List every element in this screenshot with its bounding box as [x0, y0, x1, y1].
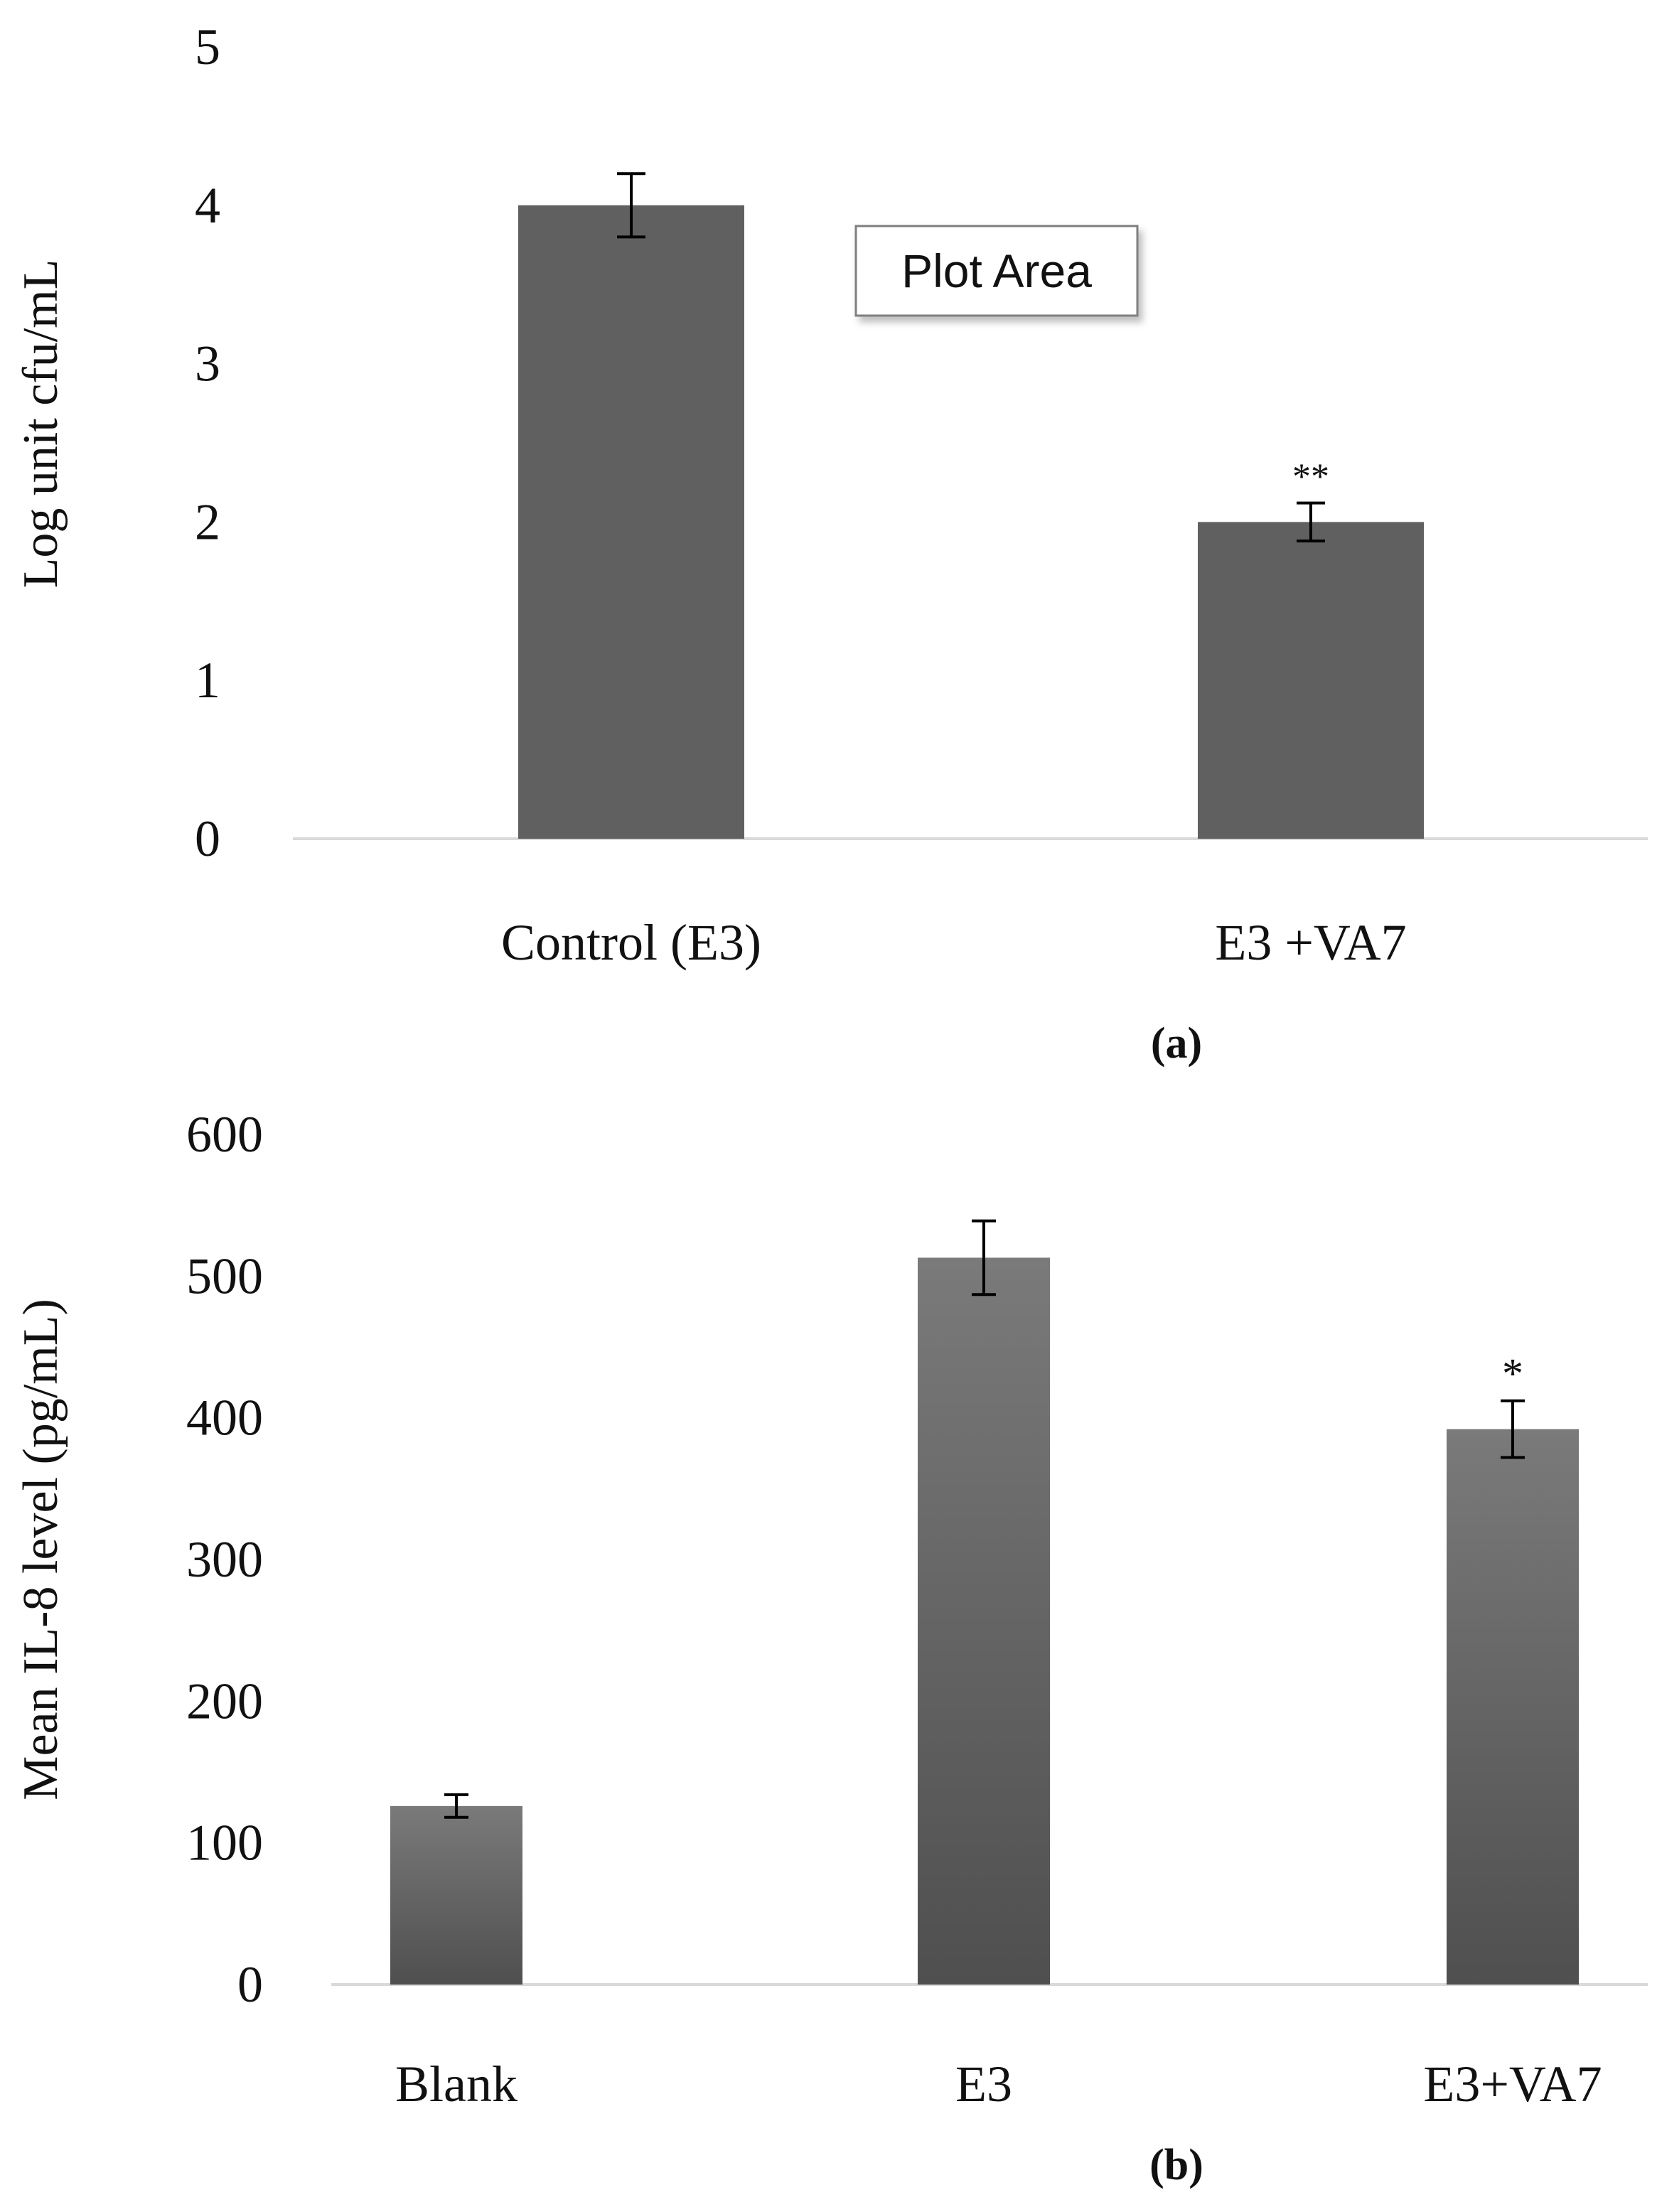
- y-tick-label: 4: [195, 177, 220, 234]
- y-tick-label: 100: [186, 1815, 263, 1872]
- y-tick-labels-b: 0 100 200 300 400 500 600: [186, 1106, 263, 2013]
- chart-panel-a: Log unit cfu/mL 0 1 2 3 4 5 ** Control (E3) E3…: [14, 18, 1648, 1068]
- bars-a: **: [518, 172, 1424, 839]
- bar: [390, 1805, 522, 1985]
- y-tick-label: 600: [186, 1106, 263, 1163]
- y-tick-label: 200: [186, 1673, 263, 1729]
- y-tick-label: 300: [186, 1531, 263, 1588]
- x-tick-label: Control (E3): [501, 914, 761, 971]
- y-tick-label: 400: [186, 1390, 263, 1446]
- bar: [918, 1257, 1050, 1985]
- significance-label: **: [1292, 457, 1329, 498]
- x-tick-label: Blank: [395, 2056, 518, 2112]
- error-bar: [1501, 1399, 1525, 1459]
- error-bar: [617, 172, 645, 239]
- plot-area-tooltip: Plot Area: [854, 225, 1139, 317]
- error-bar: [444, 1793, 468, 1819]
- y-axis-label-b: Mean IL-8 level (pg/mL): [14, 1299, 68, 1800]
- bar: [1447, 1429, 1579, 1985]
- x-tick-label: E3: [955, 2056, 1012, 2112]
- y-tick-label: 1: [195, 652, 220, 709]
- x-tick-labels-a: Control (E3) E3 +VA7: [501, 914, 1407, 971]
- x-tick-label: E3+VA7: [1423, 2056, 1602, 2112]
- tooltip-box: [854, 225, 1139, 317]
- error-bar: [972, 1219, 996, 1296]
- tooltip-text: Plot Area: [901, 245, 1092, 297]
- significance-label: *: [1502, 1351, 1523, 1397]
- y-axis-label-a: Log unit cfu/mL: [14, 259, 68, 589]
- y-tick-label: 0: [195, 810, 220, 867]
- x-tick-labels-b: Blank E3 E3+VA7: [395, 2056, 1602, 2112]
- y-tick-label: 500: [186, 1247, 263, 1304]
- y-tick-label: 2: [195, 493, 220, 550]
- bar: [1198, 522, 1424, 839]
- panel-label-b: (b): [1149, 2141, 1203, 2189]
- chart-panel-b: Mean IL-8 level (pg/mL) 0 100 200 300 400 500…: [14, 1106, 1648, 2189]
- x-tick-label: E3 +VA7: [1215, 914, 1406, 971]
- bar: [518, 205, 744, 839]
- y-tick-label: 3: [195, 335, 220, 392]
- y-tick-labels-a: 0 1 2 3 4 5: [195, 18, 220, 867]
- y-tick-label: 0: [237, 1956, 263, 2013]
- panel-label-a: (a): [1151, 1019, 1202, 1068]
- error-bar: [1297, 501, 1325, 543]
- bars-b: *: [390, 1219, 1579, 1985]
- y-tick-label: 5: [195, 18, 220, 75]
